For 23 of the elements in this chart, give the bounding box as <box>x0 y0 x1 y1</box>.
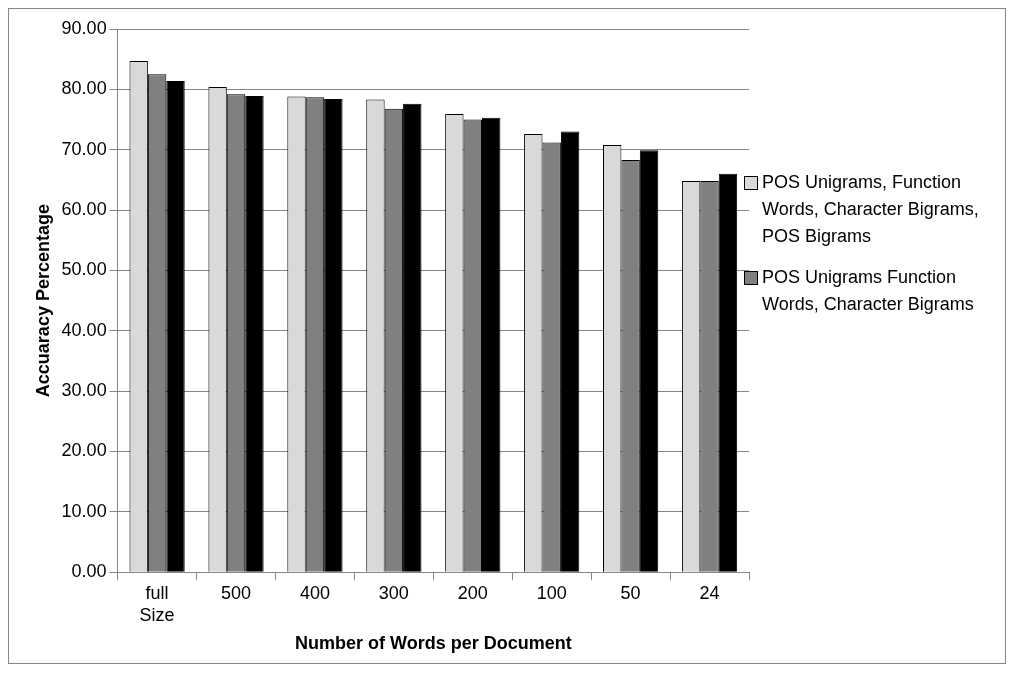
y-tick-label: 0.00 <box>71 561 107 582</box>
y-tick-label: 90.00 <box>61 17 107 38</box>
x-tick-label: 200 <box>457 582 488 603</box>
legend-label: POS Unigrams Function Words, Character Bigrams <box>762 266 975 316</box>
x-tick-label: 300 <box>378 582 409 603</box>
y-tick-label: 60.00 <box>61 199 107 220</box>
y-tick-label: 80.00 <box>61 78 107 99</box>
bar <box>560 131 580 572</box>
x-tick-label: 24 <box>699 582 720 603</box>
y-tick-label: 10.00 <box>61 500 107 521</box>
legend-label: POS Unigrams, Function Words, Character Bigrams, POS Bigrams <box>762 171 980 248</box>
y-tick-label: 50.00 <box>61 259 107 280</box>
x-tick-label: 500 <box>221 582 252 603</box>
x-tick-label: 400 <box>299 582 330 603</box>
y-axis-title: Accuaracy Percentage <box>32 204 53 398</box>
x-tick-label: 50 <box>620 582 641 603</box>
y-tick-label: 20.00 <box>61 440 107 461</box>
y-tick-label: 30.00 <box>61 380 107 401</box>
y-tick-label: 70.00 <box>61 138 107 159</box>
x-axis-title: Number of Words per Document <box>294 633 572 654</box>
y-tick-label: 40.00 <box>61 319 107 340</box>
x-tick-label: 100 <box>536 582 567 603</box>
x-tick-label: full Size <box>139 582 175 625</box>
